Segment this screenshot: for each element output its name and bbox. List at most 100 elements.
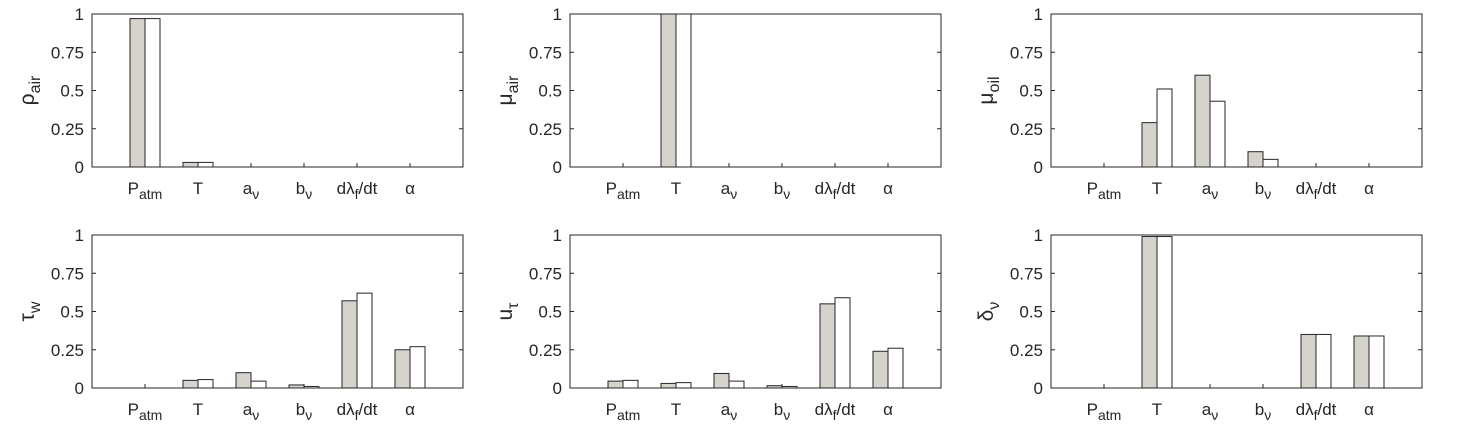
- bar-series1-2: [660, 13, 677, 168]
- y-axis-label: uτ: [494, 302, 522, 321]
- x-tick-label: Patm: [606, 179, 641, 202]
- y-tick-label: 0.25: [1010, 341, 1043, 360]
- axes-box: [1050, 13, 1423, 168]
- y-tick-label: 0.25: [529, 341, 562, 360]
- y-tick-label: 1: [75, 226, 84, 245]
- bar-series1-6: [1353, 335, 1370, 389]
- x-tick-label: aν: [721, 400, 737, 423]
- y-axis-label: τw: [16, 301, 44, 321]
- y-tick-label: 0.5: [538, 303, 562, 322]
- y-axis-label: μair: [494, 75, 522, 106]
- axes-box: [569, 13, 942, 168]
- x-tick-label: dλf/dt: [337, 179, 378, 202]
- bar-series1-5: [341, 300, 358, 389]
- bar-series2-4: [781, 385, 798, 389]
- y-tick-label: 0.5: [1019, 303, 1043, 322]
- bar-series2-2: [1156, 236, 1173, 389]
- x-tick-label: Patm: [128, 400, 163, 423]
- y-tick-label: 1: [1034, 5, 1043, 24]
- bar-series2-6: [1368, 335, 1385, 389]
- bar-series1-3: [235, 372, 252, 389]
- x-tick-label: Patm: [606, 400, 641, 423]
- y-tick-label: 0: [75, 158, 84, 177]
- bar-series1-1: [607, 380, 624, 389]
- y-tick-label: 0.75: [529, 43, 562, 62]
- x-tick-label: dλf/dt: [815, 179, 856, 202]
- bar-series2-2: [1156, 88, 1173, 168]
- y-tick-label: 0.75: [529, 264, 562, 283]
- x-tick-label: bν: [1255, 400, 1271, 423]
- x-tick-label: dλf/dt: [337, 400, 378, 423]
- bar-series1-4: [288, 384, 305, 389]
- bar-series2-4: [303, 385, 320, 389]
- x-tick-label: α: [883, 179, 893, 198]
- y-tick-label: 1: [553, 5, 562, 24]
- bar-series1-2: [182, 161, 199, 168]
- y-tick-label: 0: [1034, 379, 1043, 398]
- x-tick-label: bν: [774, 179, 790, 202]
- y-tick-label: 0: [75, 379, 84, 398]
- bar-series2-4: [1262, 158, 1279, 168]
- x-tick-label: dλf/dt: [1296, 400, 1337, 423]
- y-tick-label: 0: [553, 379, 562, 398]
- x-tick-label: T: [671, 179, 681, 198]
- x-tick-label: aν: [1202, 179, 1218, 202]
- x-tick-label: α: [405, 400, 415, 419]
- y-axis-label: ρair: [16, 75, 44, 105]
- bar-series2-2: [197, 161, 214, 168]
- y-tick-label: 0.5: [60, 82, 84, 101]
- x-tick-label: bν: [296, 400, 312, 423]
- y-tick-label: 0.25: [529, 120, 562, 139]
- bar-series2-5: [834, 297, 851, 389]
- y-tick-label: 0.75: [1010, 264, 1043, 283]
- y-tick-label: 0.5: [538, 82, 562, 101]
- bar-series2-6: [409, 346, 426, 389]
- bar-series2-3: [728, 380, 745, 389]
- y-tick-label: 1: [1034, 226, 1043, 245]
- x-tick-label: Patm: [1087, 179, 1122, 202]
- x-tick-label: T: [1152, 179, 1162, 198]
- x-tick-label: α: [883, 400, 893, 419]
- x-tick-label: Patm: [128, 179, 163, 202]
- y-tick-label: 0: [1034, 158, 1043, 177]
- bar-series1-4: [766, 385, 783, 389]
- x-tick-label: α: [405, 179, 415, 198]
- x-tick-label: bν: [1255, 179, 1271, 202]
- bar-series1-4: [1247, 151, 1264, 168]
- x-tick-label: Patm: [1087, 400, 1122, 423]
- y-tick-label: 0.75: [1010, 43, 1043, 62]
- x-tick-label: T: [193, 400, 203, 419]
- bar-series2-2: [675, 13, 692, 168]
- bar-series1-5: [1300, 333, 1317, 389]
- bar-series2-2: [675, 382, 692, 389]
- bar-series2-1: [622, 379, 639, 389]
- y-tick-label: 0: [553, 158, 562, 177]
- y-tick-label: 0.75: [51, 43, 84, 62]
- bar-series1-5: [819, 303, 836, 389]
- y-tick-label: 0.75: [51, 264, 84, 283]
- y-tick-label: 0.25: [51, 341, 84, 360]
- x-tick-label: aν: [1202, 400, 1218, 423]
- bar-series2-5: [356, 292, 373, 389]
- bar-series1-2: [660, 382, 677, 389]
- x-tick-label: dλf/dt: [815, 400, 856, 423]
- bar-series1-2: [182, 379, 199, 389]
- bar-series2-3: [250, 380, 267, 389]
- x-tick-label: T: [671, 400, 681, 419]
- bar-series2-1: [144, 18, 161, 168]
- bar-series1-1: [129, 18, 146, 168]
- y-tick-label: 0.25: [51, 120, 84, 139]
- x-tick-label: dλf/dt: [1296, 179, 1337, 202]
- bar-series2-2: [197, 379, 214, 389]
- x-tick-label: bν: [774, 400, 790, 423]
- x-tick-label: aν: [243, 400, 259, 423]
- bar-series1-3: [1194, 74, 1211, 168]
- y-tick-label: 1: [75, 5, 84, 24]
- x-tick-label: T: [1152, 400, 1162, 419]
